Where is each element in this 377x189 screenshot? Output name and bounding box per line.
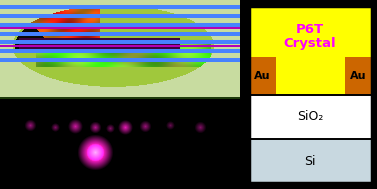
Bar	[345, 57, 372, 94]
Text: Au: Au	[350, 71, 366, 81]
Text: Si: Si	[304, 155, 316, 168]
Bar	[248, 6, 372, 94]
Bar	[248, 94, 372, 139]
Text: SiO₂: SiO₂	[297, 110, 323, 123]
FancyBboxPatch shape	[248, 6, 372, 183]
Text: P6T
Crystal: P6T Crystal	[284, 23, 336, 50]
Bar	[248, 6, 372, 94]
Bar	[248, 139, 372, 183]
Text: Au: Au	[254, 71, 270, 81]
Bar	[248, 57, 276, 94]
Bar	[248, 139, 372, 183]
Bar	[248, 94, 372, 139]
